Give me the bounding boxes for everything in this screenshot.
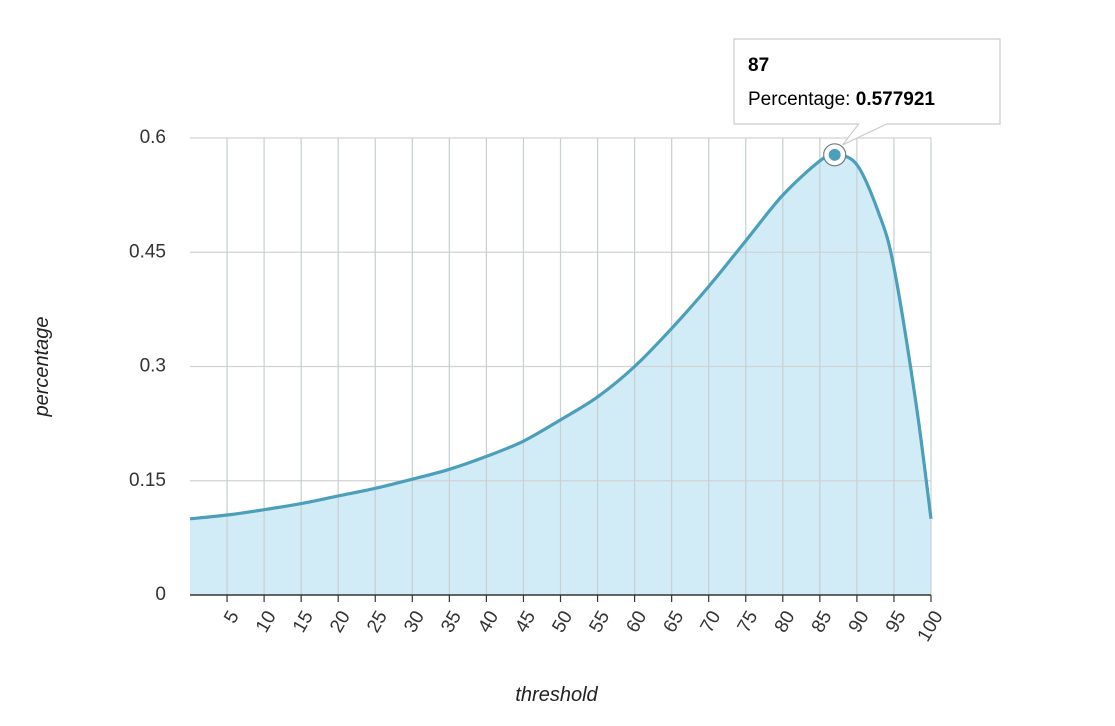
x-tick-label: 15 bbox=[289, 608, 318, 637]
x-axis-title: threshold bbox=[515, 684, 598, 706]
x-tick-label: 30 bbox=[400, 608, 429, 637]
x-tick-label: 85 bbox=[808, 608, 837, 637]
y-tick-label: 0.3 bbox=[140, 356, 166, 377]
x-tick-label: 100 bbox=[914, 608, 948, 646]
tooltip-title: 87 bbox=[748, 55, 769, 76]
grid-lines bbox=[190, 137, 932, 595]
x-tick-label: 25 bbox=[363, 608, 392, 637]
tooltip: 87 Percentage: 0.577921 bbox=[733, 38, 1001, 146]
x-tick-label: 90 bbox=[845, 608, 874, 637]
x-tick-label: 5 bbox=[220, 608, 243, 628]
y-axis-title: percentage bbox=[31, 316, 53, 417]
y-tick-label: 0.15 bbox=[129, 470, 166, 491]
tooltip-label: Percentage: bbox=[748, 89, 856, 110]
x-tick-label: 50 bbox=[548, 608, 577, 637]
x-tick-label: 70 bbox=[697, 608, 726, 637]
tooltip-box bbox=[733, 38, 1001, 146]
x-tick-label: 95 bbox=[882, 608, 911, 637]
y-axis: 0 0.15 0.3 0.45 0.6 bbox=[129, 127, 166, 605]
x-tick-label: 55 bbox=[585, 608, 614, 637]
x-tick-label: 65 bbox=[660, 608, 689, 637]
x-tick-label: 60 bbox=[623, 608, 652, 637]
x-tick-label: 35 bbox=[437, 608, 466, 637]
x-tick-label: 45 bbox=[511, 608, 540, 637]
x-tick-label: 75 bbox=[734, 608, 763, 637]
x-tick-label: 40 bbox=[474, 608, 503, 637]
y-tick-label: 0.45 bbox=[129, 241, 166, 262]
tooltip-text: Percentage: 0.577921 bbox=[748, 89, 935, 110]
highlighted-data-point[interactable] bbox=[823, 143, 847, 167]
x-tick-label: 80 bbox=[771, 608, 800, 637]
marker-dot bbox=[827, 147, 842, 162]
x-axis: 5 10 15 20 25 30 35 40 45 50 55 60 65 70 75 80 85 90 95 100 bbox=[190, 594, 948, 646]
y-tick-label: 0 bbox=[155, 584, 166, 605]
x-tick-label: 20 bbox=[326, 608, 355, 637]
series-line bbox=[189, 152, 933, 521]
y-tick-label: 0.6 bbox=[140, 127, 166, 148]
x-tick-label: 10 bbox=[252, 608, 281, 637]
tooltip-value: 0.577921 bbox=[856, 89, 936, 110]
